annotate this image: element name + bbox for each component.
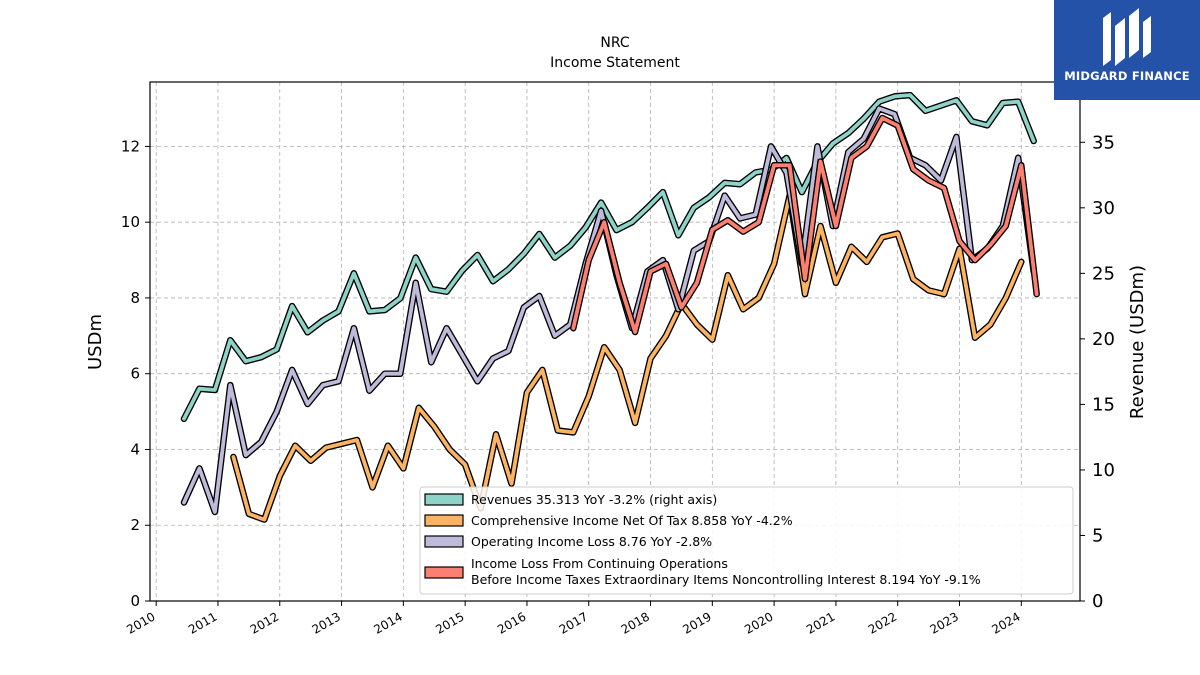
- legend-swatch-comprehensive-income: [424, 514, 464, 527]
- x-tick-label: 2014: [371, 609, 404, 636]
- series-lines: [180, 91, 1040, 523]
- series-line-income-before-taxes: [571, 116, 1039, 334]
- y2-tick-label: 10: [1092, 460, 1115, 481]
- y2-tick-label: 35: [1092, 132, 1115, 153]
- y2-tick-label: 20: [1092, 329, 1115, 350]
- y-tick-label: 2: [130, 516, 140, 534]
- x-tick-label: 2016: [495, 609, 528, 636]
- legend-swatch-income-before-taxes: [424, 566, 464, 579]
- legend-label-comprehensive-income: Comprehensive Income Net Of Tax 8.858 Yo…: [471, 513, 793, 528]
- legend-label-income-before-taxes-line1: Income Loss From Continuing Operations: [471, 556, 728, 571]
- y2-tick-label: 30: [1092, 198, 1115, 219]
- x-tick-label: 2023: [928, 609, 961, 636]
- chart-subtitle: Income Statement: [550, 55, 680, 71]
- legend-swatch-operating-income: [424, 535, 464, 548]
- series-line-comprehensive-income: [231, 193, 1024, 522]
- series-line-operating-income: [182, 106, 1036, 514]
- x-tick-label: 2015: [433, 609, 466, 636]
- midgard-logo-icon: [1103, 8, 1151, 66]
- y-tick-label: 10: [121, 213, 140, 231]
- y-tick-label: 4: [130, 440, 140, 458]
- brand-name: MIDGARD FINANCE: [1064, 69, 1190, 83]
- y2-tick-label: 25: [1092, 263, 1115, 284]
- y-tick-label: 6: [130, 365, 140, 383]
- legend-box: [419, 486, 1074, 595]
- legend-label-operating-income: Operating Income Loss 8.76 YoY -2.8%: [471, 534, 712, 549]
- x-tick-label: 2010: [124, 609, 157, 636]
- x-tick-label: 2011: [186, 609, 219, 636]
- y-tick-label: 0: [130, 592, 140, 610]
- legend-swatch-revenues: [424, 493, 464, 506]
- x-tick-label: 2021: [804, 609, 837, 636]
- y-axis-label: USDm: [85, 314, 106, 370]
- x-tick-label: 2024: [989, 609, 1022, 636]
- x-tick-label: 2012: [248, 609, 281, 636]
- y2-tick-label: 0: [1092, 591, 1103, 612]
- legend-item-revenues: Revenues 35.313 YoY -3.2% (right axis): [424, 492, 717, 507]
- series-line-revenues: [182, 93, 1036, 421]
- x-tick-label: 2018: [619, 609, 652, 636]
- plot-frame: [149, 81, 1081, 602]
- x-tick-label: 2019: [680, 609, 713, 636]
- legend-label-revenues: Revenues 35.313 YoY -3.2% (right axis): [471, 492, 717, 507]
- y-tick-label: 12: [121, 137, 140, 155]
- legend-item-operating-income: Operating Income Loss 8.76 YoY -2.8%: [424, 534, 712, 549]
- legend-label-income-before-taxes-line2: Before Income Taxes Extraordinary Items …: [471, 572, 981, 587]
- y2-axis-label: Revenue (USDm): [1127, 265, 1148, 419]
- y-tick-label: 8: [130, 289, 140, 307]
- x-tick-label: 2017: [557, 609, 590, 636]
- x-tick-label: 2013: [310, 609, 343, 636]
- legend-item-comprehensive-income: Comprehensive Income Net Of Tax 8.858 Yo…: [424, 513, 793, 528]
- axis-ticks: 2010 2011 2012 2013 2014 2015 2016 2017 2018 2019…: [121, 132, 1115, 637]
- legend-item-income-before-taxes: Income Loss From Continuing Operations B…: [424, 556, 981, 587]
- chart-title: NRC: [600, 35, 630, 51]
- y2-tick-label: 5: [1092, 525, 1103, 546]
- y2-tick-label: 15: [1092, 394, 1115, 415]
- x-tick-label: 2020: [742, 609, 775, 636]
- legend: Revenues 35.313 YoY -3.2% (right axis) C…: [419, 486, 1074, 595]
- x-tick-label: 2022: [866, 609, 899, 636]
- brand-logo: MIDGARD FINANCE: [1054, 0, 1200, 100]
- series-line-outline-operating-income: [180, 105, 1037, 516]
